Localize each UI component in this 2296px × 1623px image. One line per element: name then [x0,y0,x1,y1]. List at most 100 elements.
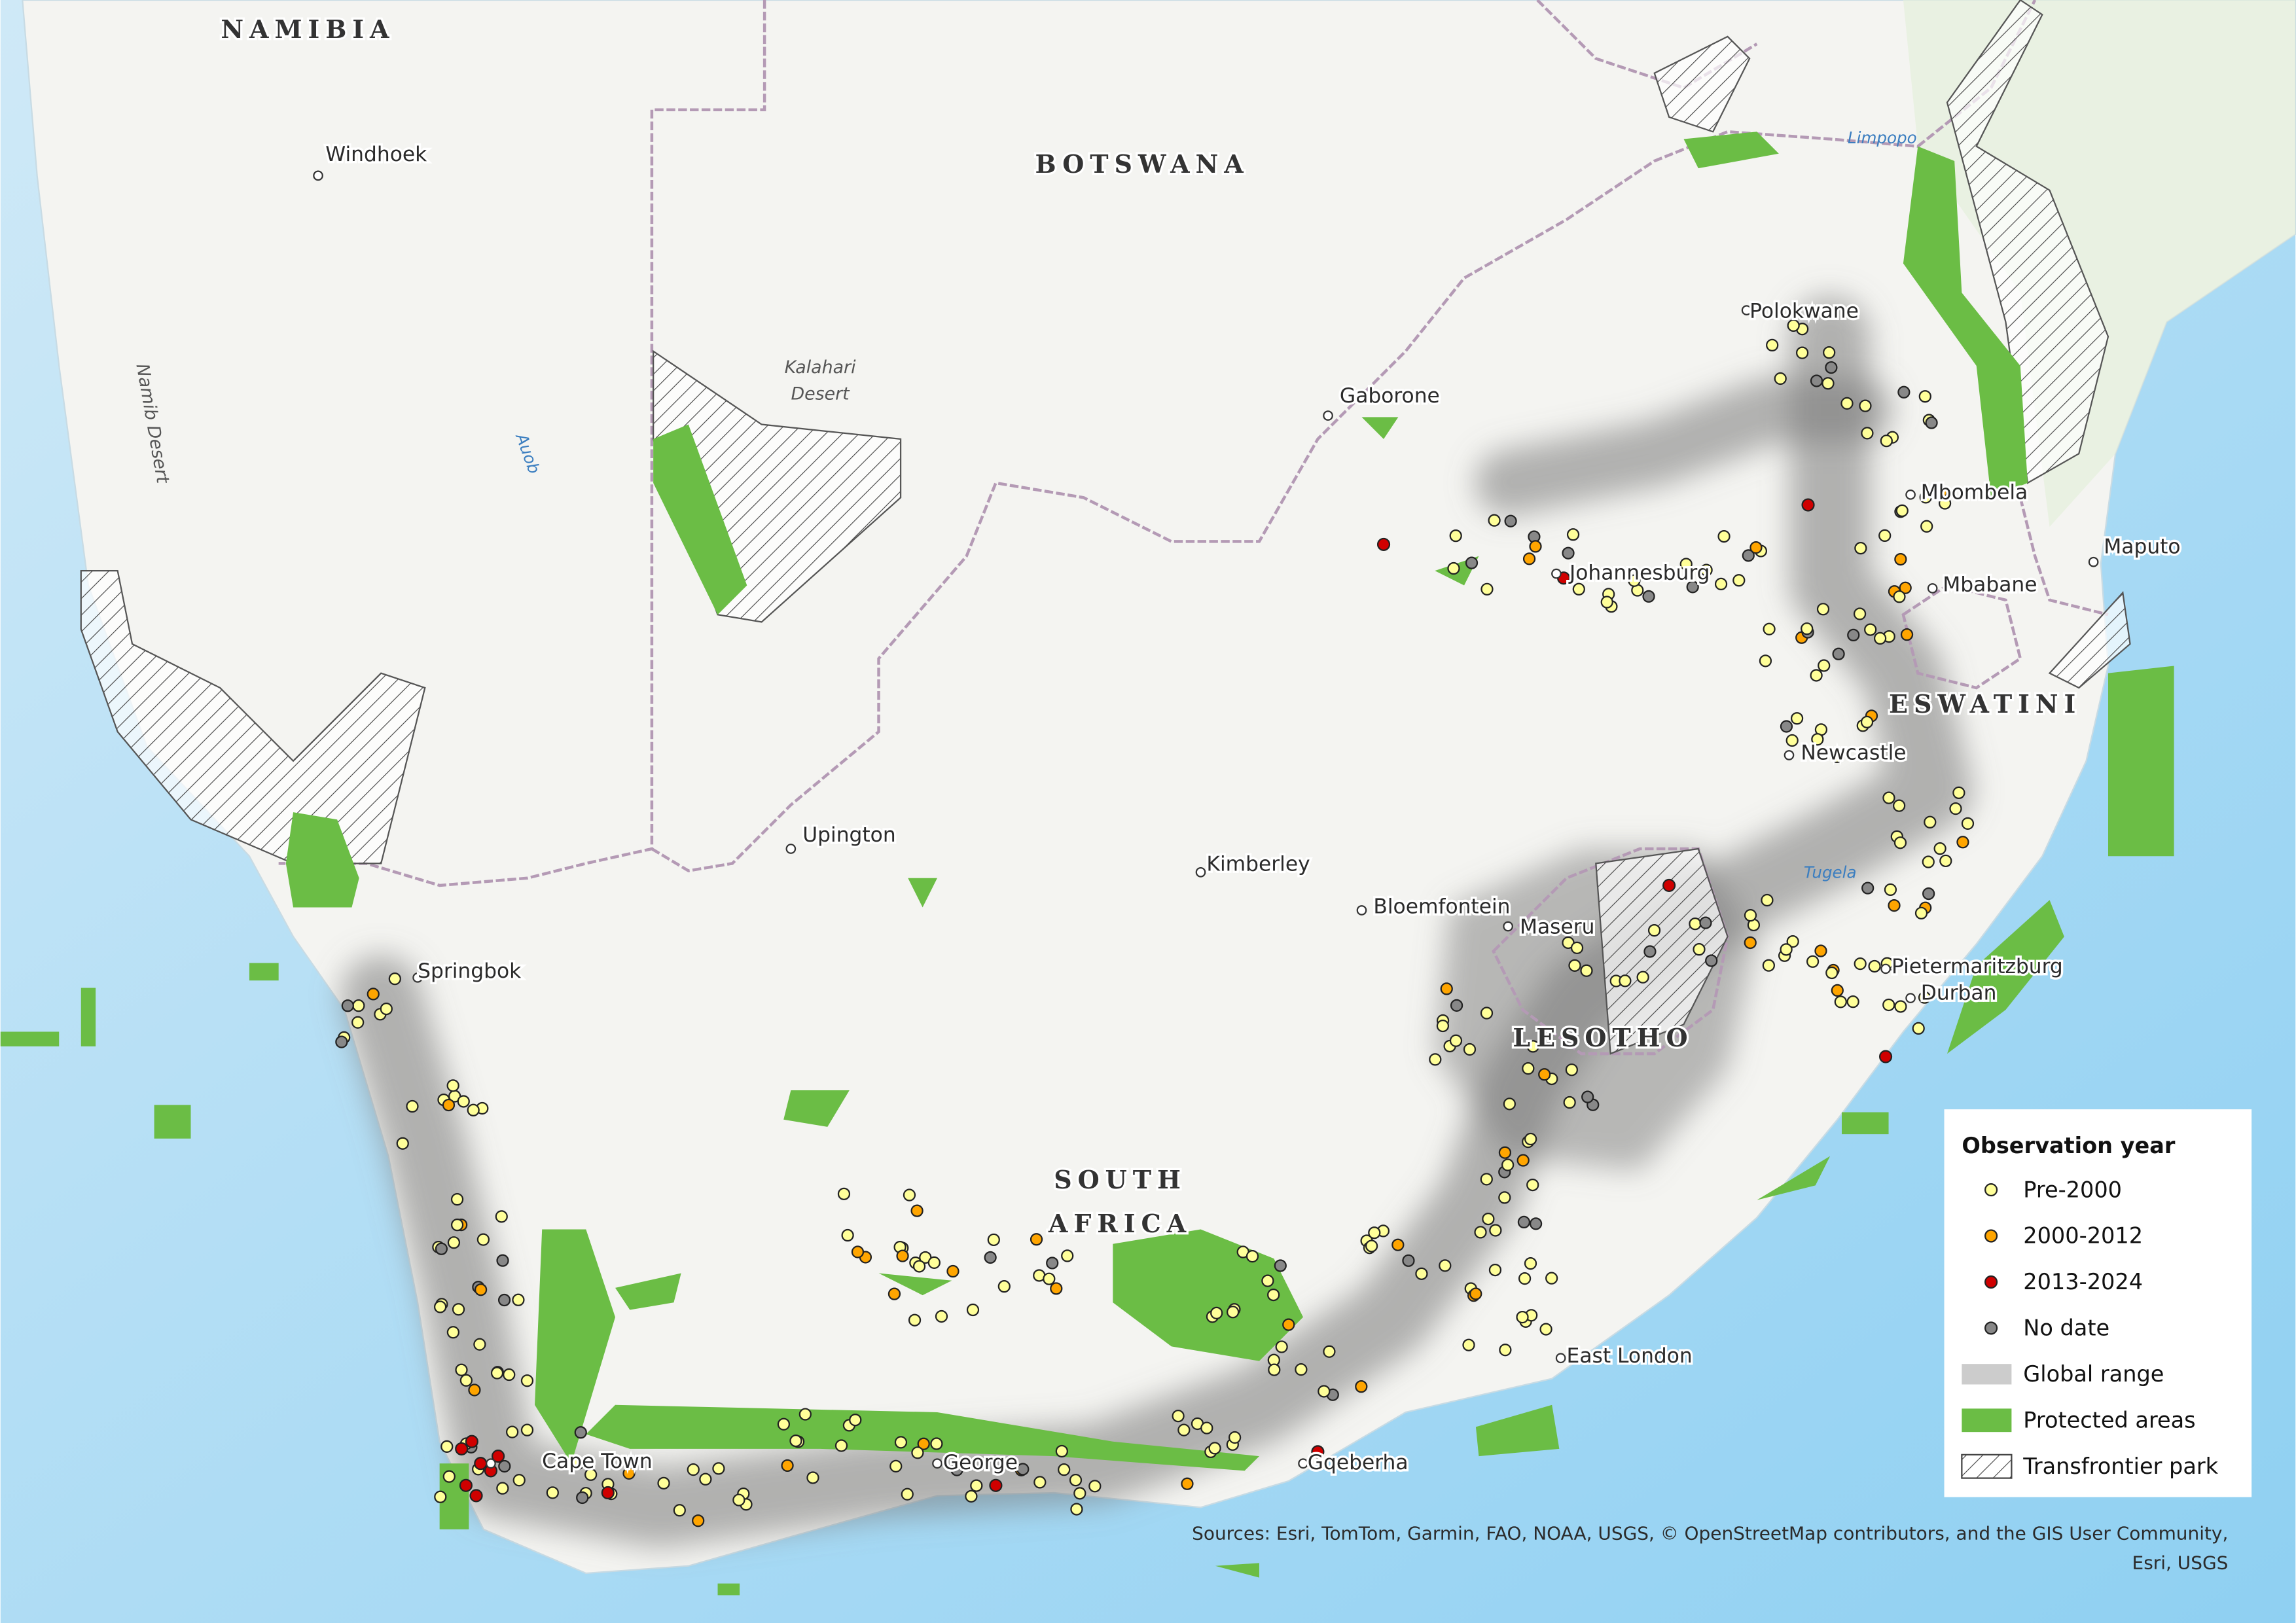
observation-point [1447,562,1460,575]
observation-point [1961,817,1975,830]
city-marker [412,972,423,983]
observation-point [1172,1410,1185,1423]
legend-item: 2000-2012 [1984,1223,2143,1249]
observation-point [1823,346,1836,359]
observation-point [341,999,354,1012]
observation-point [1878,529,1892,543]
legend-label: Global range [2023,1361,2164,1387]
observation-point [495,1210,508,1223]
observation-point [1925,416,1938,429]
observation-point [1860,715,1874,728]
observation-point [1854,542,1867,555]
observation-point [473,1338,486,1351]
observation-point [1246,1249,1259,1263]
observation-point [1816,603,1830,616]
city-marker [2088,556,2099,567]
observation-point [506,1425,519,1438]
observation-point [1501,1158,1515,1171]
observation-point [692,1514,705,1527]
city-marker [1503,921,1513,932]
observation-point [474,1457,488,1471]
observation-point [1465,556,1479,569]
city-marker [1784,750,1795,760]
range-band [1475,376,1893,516]
observation-point [1642,590,1655,603]
observation-point [467,1103,480,1116]
observation-point [465,1435,478,1448]
observation-point [1956,836,1969,849]
city-label: East London [1567,1344,1693,1368]
observation-point [849,1414,862,1427]
observation-point [777,1418,791,1431]
legend-title: Observation year [1962,1133,2176,1158]
observation-point [1462,1338,1475,1351]
observation-point [1952,786,1965,800]
observation-point [1919,491,1932,504]
observation-point [1780,720,1793,733]
city-marker [1356,905,1367,916]
river-label: Limpopo [1848,128,1917,147]
protected-area [1683,132,1779,169]
observation-point [1801,498,1815,512]
observation-point [1498,1191,1511,1204]
observation-point [1391,1238,1405,1251]
observation-point [965,1489,978,1503]
observation-point [1295,1363,1308,1376]
observation-point [1861,882,1874,895]
observation-point [1228,1431,1242,1444]
observation-point [1261,1274,1274,1287]
country-label: NAMIBIA [221,14,395,44]
observation-point [930,1437,943,1450]
observation-point [1834,995,1847,1008]
observation-point [1897,385,1910,399]
observation-point [1938,497,1952,510]
legend-items: Pre-2000 2000-2012 2013-2024 No date Global … [1961,1177,2219,1479]
observation-point [1449,529,1462,543]
legend-symbol [1984,1321,1998,1335]
transfrontier-park [80,570,426,865]
observation-point [1482,1212,1495,1226]
observation-point [1526,1040,1539,1053]
legend-item: 2013-2024 [1984,1269,2143,1294]
observation-point [1539,1323,1552,1336]
legend-item: Transfrontier park [1961,1454,2219,1479]
city-label: Mbombela [1921,481,2028,505]
city-label: Gqeberha [1308,1451,1408,1474]
observation-point [1922,855,1935,868]
city-label: Pietermaritzburg [1892,955,2063,978]
observation-point [1693,943,1706,956]
legend: Observation year Pre-2000 2000-2012 2013-2… [1944,1109,2252,1497]
observation-point [1440,982,1453,995]
observation-point [433,1300,447,1313]
observation-point [1774,372,1787,385]
protected-area [653,424,747,615]
legend-label: No date [2023,1315,2109,1341]
observation-point [699,1472,712,1486]
observation-point [1572,582,1585,596]
observation-point [622,1467,636,1480]
observation-point [1762,959,1775,972]
range-band [340,296,1973,1548]
observation-point [1016,1463,1030,1476]
protected-area [1946,900,2064,1054]
observation-point [1873,632,1887,645]
observation-point [1894,552,1907,566]
city-marker [486,1458,496,1469]
observation-point [1200,1421,1213,1435]
observation-point [601,1486,615,1500]
observation-point [1879,1050,1893,1063]
country-label: ESWATINI [1889,689,2081,719]
observation-point [1814,944,1827,957]
observation-point [901,1488,914,1501]
observation-point [1795,346,1809,359]
observation-point [917,1437,930,1450]
legend-item: No date [1984,1315,2109,1341]
city-label: Springbok [418,959,522,983]
observation-point [1568,959,1581,972]
observation-point [1030,1233,1043,1246]
observation-point [576,1491,589,1505]
transfrontier-park [1595,847,1729,1055]
city-marker [1905,993,1916,1003]
country-label: BOTSWANA [1035,149,1249,179]
observation-point [446,1079,459,1092]
